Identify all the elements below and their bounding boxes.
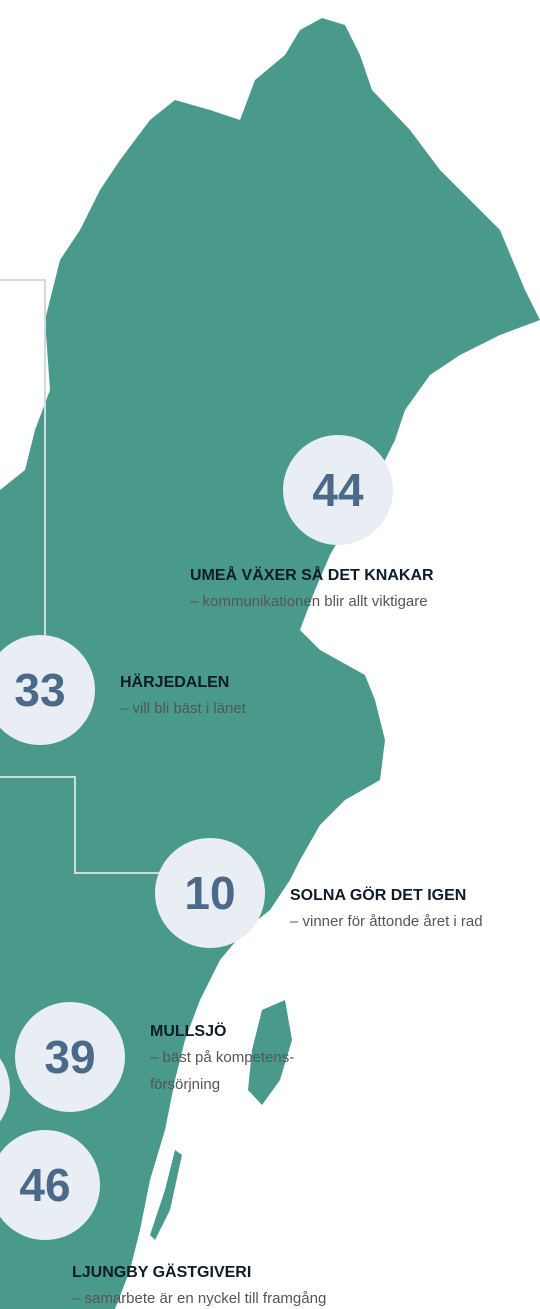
number-badge [15,1002,125,1112]
badge-number: 39 [44,1031,95,1083]
number-badge [0,635,95,745]
callout-subtitle: – vill bli bäst i länet [120,700,247,717]
oland [150,1150,182,1240]
badge-number: 44 [312,464,364,516]
callout-subtitle: försörjning [150,1076,220,1093]
callout-subtitle: – vinner för åttonde året i rad [290,913,483,930]
badge-number: 46 [19,1159,70,1211]
connector-line [0,776,160,874]
number-badge [155,838,265,948]
callout-subtitle: – bäst på kompetens- [150,1049,294,1066]
callout-subtitle: – kommunikationen blir allt viktigare [190,593,428,610]
connector-line [0,279,46,635]
map-sweden [0,18,540,1309]
callout-subtitle: – samarbete är en nyckel till framgång [72,1290,326,1307]
number-badge [283,435,393,545]
number-badge [0,1130,100,1240]
badge-number: 10 [184,867,235,919]
badge-number: 33 [14,664,65,716]
callout-title: UMEÅ VÄXER SÅ DET KNAKAR [190,565,434,584]
gotland [248,1000,292,1105]
callout-title: SOLNA GÖR DET IGEN [290,885,466,904]
partial-circle [0,1058,10,1122]
callout-title: MULLSJÖ [150,1021,226,1040]
callout-title: LJUNGBY GÄSTGIVERI [72,1263,251,1281]
callout-title: HÄRJEDALEN [120,673,229,691]
